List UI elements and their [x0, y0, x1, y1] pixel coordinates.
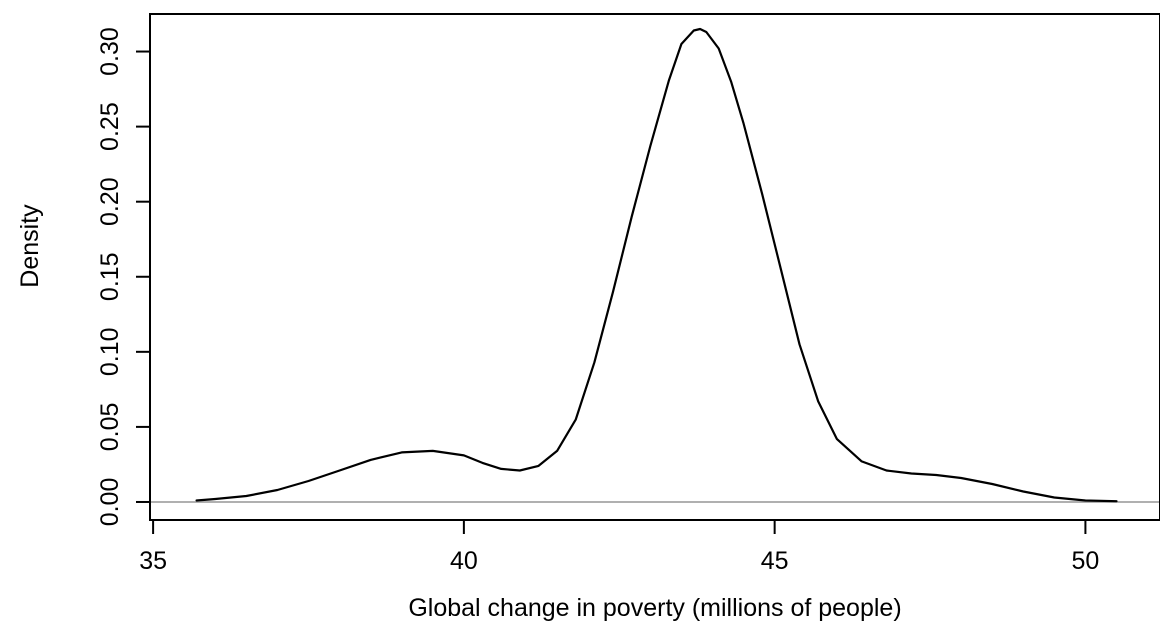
x-tick-label: 45 [761, 547, 789, 575]
y-tick-label: 0.10 [96, 327, 124, 376]
y-tick-label: 0.20 [96, 177, 124, 226]
plot-frame [149, 13, 1160, 521]
y-tick-label: 0.00 [96, 478, 124, 527]
y-tick-label: 0.30 [96, 27, 124, 76]
y-axis-label: Density [16, 204, 44, 288]
density-curve [195, 27, 1118, 503]
y-tick-label: 0.05 [96, 403, 124, 452]
y-tick-label: 0.25 [96, 102, 124, 151]
x-tick-label: 40 [450, 547, 478, 575]
x-tick-label: 50 [1072, 547, 1100, 575]
y-axis: 0.00 0.05 0.10 0.15 0.20 0.25 0.30 [96, 27, 151, 527]
x-tick-label: 35 [139, 547, 167, 575]
y-tick-label: 0.15 [96, 252, 124, 301]
x-axis: 35 40 45 50 [139, 519, 1100, 575]
x-axis-label: Global change in poverty (millions of pe… [408, 594, 901, 622]
